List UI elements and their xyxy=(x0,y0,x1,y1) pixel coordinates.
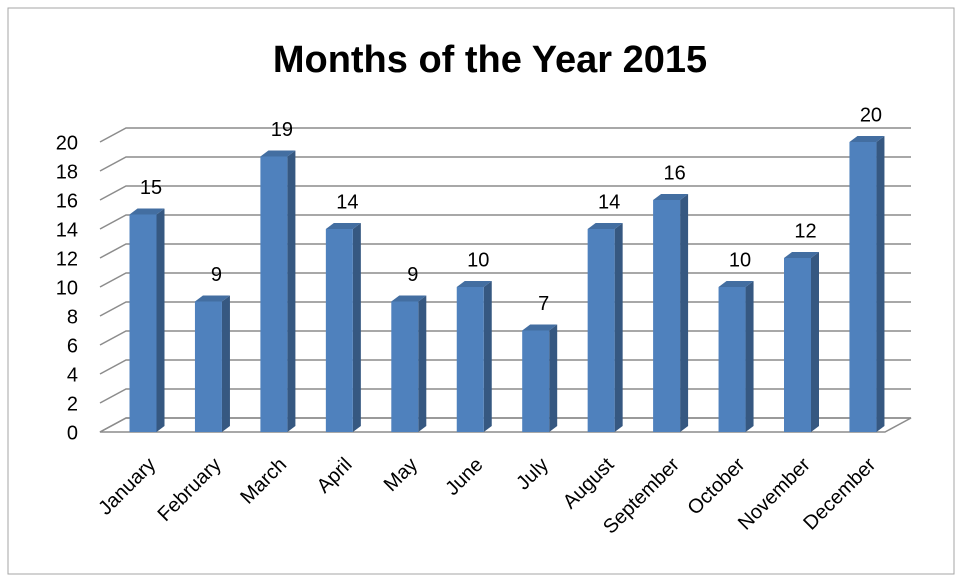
grid-line xyxy=(99,330,911,346)
bar-side xyxy=(156,208,165,432)
bar xyxy=(194,301,222,432)
bar-side xyxy=(221,295,230,432)
bar xyxy=(325,229,353,432)
bar xyxy=(456,287,484,432)
bar-side xyxy=(680,194,689,432)
value-label: 14 xyxy=(336,191,358,213)
y-tick-label: 0 xyxy=(67,422,78,444)
grid-line xyxy=(99,272,911,288)
value-label: 7 xyxy=(538,293,549,315)
y-tick-label: 6 xyxy=(67,335,78,357)
bar xyxy=(718,287,746,432)
bar-side xyxy=(549,324,558,432)
bar xyxy=(587,229,615,432)
bar xyxy=(129,214,157,432)
value-label: 19 xyxy=(271,119,293,141)
bar-side xyxy=(876,136,885,432)
y-tick-label: 16 xyxy=(56,190,78,212)
grid-line xyxy=(99,417,911,433)
value-label: 20 xyxy=(860,104,882,126)
grid-line xyxy=(99,359,911,375)
y-tick-label: 18 xyxy=(56,161,78,183)
bar-side xyxy=(811,252,819,432)
bar-top xyxy=(391,295,427,302)
bar-top xyxy=(260,150,296,157)
grid-line xyxy=(99,243,911,259)
bar-side xyxy=(745,281,754,432)
bar-top xyxy=(653,194,689,200)
y-tick-label: 8 xyxy=(67,306,78,328)
bar xyxy=(784,258,811,432)
value-label: 15 xyxy=(140,177,162,199)
y-tick-label: 10 xyxy=(56,277,78,299)
y-tick-label: 12 xyxy=(56,248,78,270)
bar xyxy=(522,330,550,432)
bar-top xyxy=(522,324,558,331)
bar-top xyxy=(129,208,165,215)
bar-side xyxy=(614,223,623,432)
grid-line xyxy=(99,127,911,143)
value-label: 16 xyxy=(663,162,685,184)
bar xyxy=(260,156,288,432)
grid-line xyxy=(99,156,911,172)
value-label: 9 xyxy=(407,264,418,286)
y-tick-label: 14 xyxy=(56,219,78,241)
bar-side xyxy=(483,281,492,432)
bar-top xyxy=(325,223,361,229)
grid-line xyxy=(99,301,911,317)
value-label: 12 xyxy=(794,220,816,242)
bar-side xyxy=(352,223,361,432)
value-label: 10 xyxy=(729,249,751,271)
value-label: 10 xyxy=(467,249,489,271)
bar xyxy=(849,142,877,432)
bar xyxy=(653,200,681,432)
bar-top xyxy=(587,223,623,229)
grid-line xyxy=(99,388,911,404)
value-label: 9 xyxy=(211,264,222,286)
y-tick-label: 20 xyxy=(56,132,78,154)
bar-side xyxy=(418,295,427,432)
bar-top xyxy=(194,295,230,302)
y-tick-label: 4 xyxy=(67,364,78,386)
bar-side xyxy=(287,150,296,432)
grid-line xyxy=(99,185,911,201)
chart-title: Months of the Year 2015 xyxy=(273,39,707,81)
value-label: 14 xyxy=(598,191,620,213)
bar-top xyxy=(456,281,492,287)
bar-top xyxy=(718,281,754,287)
grid-line xyxy=(99,214,911,230)
bar-top xyxy=(849,136,885,142)
y-tick-label: 2 xyxy=(67,393,78,415)
bar-top xyxy=(784,252,819,258)
bar xyxy=(391,301,419,432)
